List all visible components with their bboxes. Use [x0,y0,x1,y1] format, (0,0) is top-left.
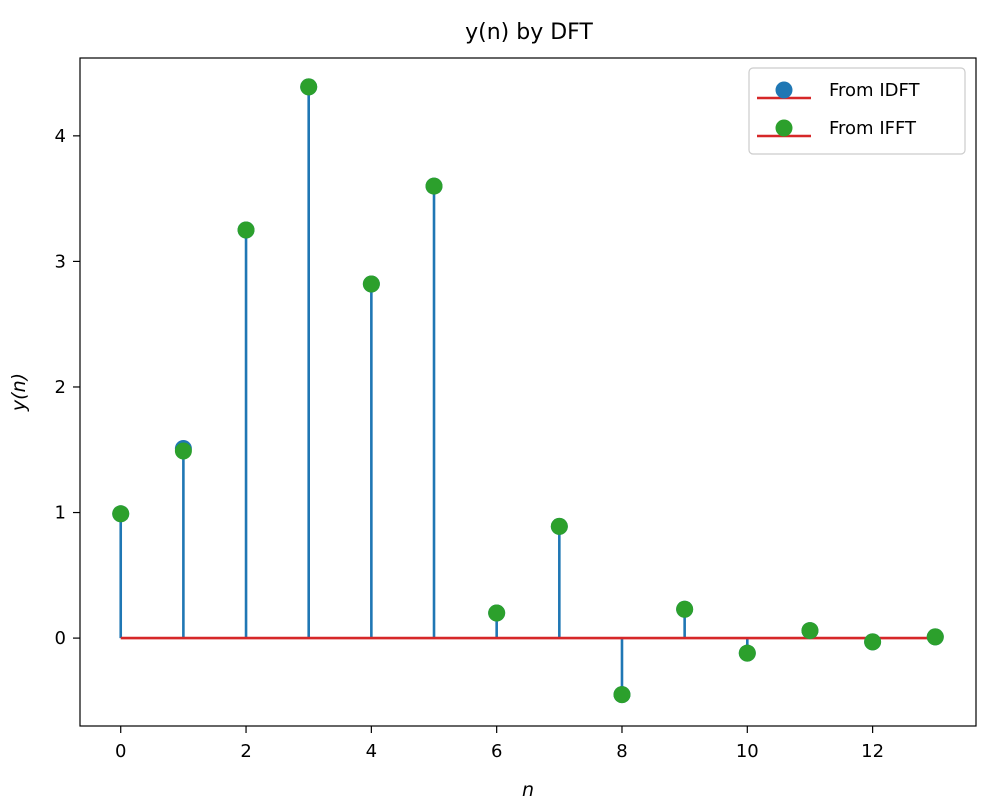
x-tick-label: 6 [491,741,502,762]
y-tick-label: 0 [55,628,66,649]
x-tick-label: 2 [240,741,251,762]
axes-frame [79,57,977,727]
x-axis-label: n [522,779,534,801]
chart-title: y(n) by DFT [465,20,593,45]
x-axis-ticks: 0 2 4 6 8 10 12 [115,726,884,762]
x-tick-label: 4 [366,741,377,762]
data-point-series-2 [488,604,506,622]
data-point-series-2 [112,505,130,523]
plot-area [112,78,944,704]
y-tick-label: 3 [55,251,66,272]
y-tick-label: 1 [55,503,66,524]
data-point-series-2 [801,622,819,640]
data-point-series-2 [738,644,756,662]
data-point-series-2 [864,633,882,651]
x-tick-label: 10 [736,741,759,762]
y-tick-label: 4 [55,126,66,147]
data-point-series-2 [174,442,192,460]
y-axis-label: y(n) [8,373,30,412]
data-point-series-2 [926,628,944,646]
data-point-series-2 [237,221,255,239]
legend-marker-swatch [775,119,793,137]
legend-label: From IDFT [829,80,921,101]
data-point-series-2 [613,686,631,704]
legend-label: From IFFT [829,118,917,139]
legend-box [748,67,966,155]
x-tick-label: 0 [115,741,126,762]
legend-marker-swatch [775,81,793,99]
data-point-series-2 [676,600,694,618]
data-point-series-2 [425,177,443,195]
legend: From IDFT From IFFT [748,67,966,155]
data-point-series-2 [550,517,568,535]
x-tick-label: 8 [616,741,627,762]
data-point-series-2 [300,78,318,96]
x-tick-label: 12 [861,741,884,762]
y-tick-label: 2 [55,377,66,398]
y-axis-ticks: 0 1 2 3 4 [55,126,80,649]
data-point-series-2 [362,275,380,293]
